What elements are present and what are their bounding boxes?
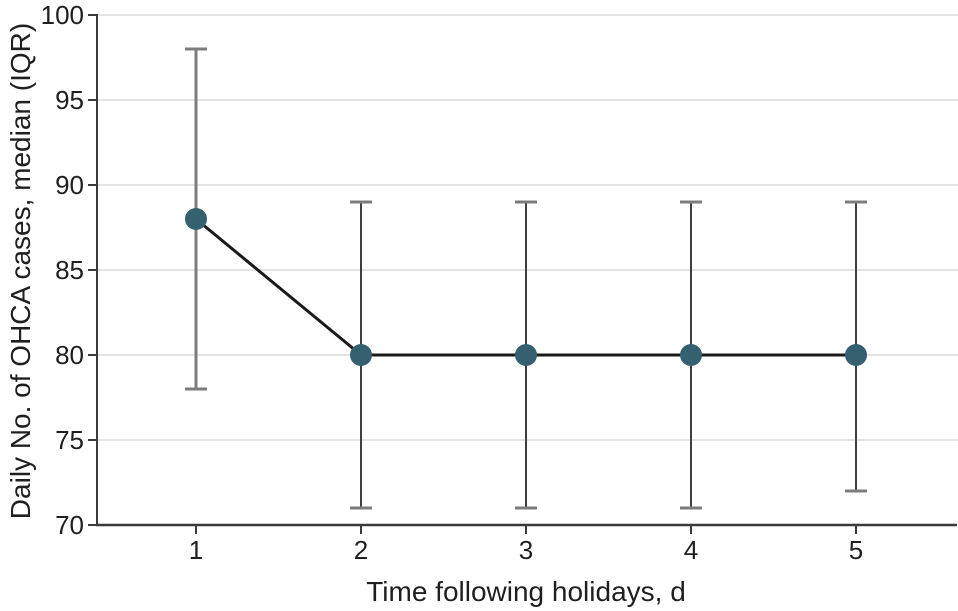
- series-layer: [185, 47, 867, 510]
- data-point-3: [515, 344, 537, 366]
- data-point-2: [350, 344, 372, 366]
- x-tick-label-1: 1: [189, 535, 203, 565]
- y-tick-label-75: 75: [55, 425, 84, 455]
- x-tick-label-3: 3: [519, 535, 533, 565]
- y-tick-label-90: 90: [55, 170, 84, 200]
- x-axis-title: Time following holidays, d: [366, 576, 686, 607]
- x-tick-label-2: 2: [354, 535, 368, 565]
- y-tick-label-80: 80: [55, 340, 84, 370]
- x-tick-label-5: 5: [849, 535, 863, 565]
- y-tick-label-95: 95: [55, 85, 84, 115]
- axes-layer: 70 75 80 85 90 95 100 1 2 3 4 5: [41, 0, 957, 565]
- data-point-1: [185, 208, 207, 230]
- data-point-5: [845, 344, 867, 366]
- y-tick-label-85: 85: [55, 255, 84, 285]
- x-tick-label-4: 4: [684, 535, 698, 565]
- data-point-4: [680, 344, 702, 366]
- y-axis-title: Daily No. of OHCA cases, median (IQR): [5, 23, 36, 519]
- gridlines-layer: [98, 14, 958, 441]
- y-tick-label-100: 100: [41, 0, 84, 30]
- y-tick-label-70: 70: [55, 510, 84, 540]
